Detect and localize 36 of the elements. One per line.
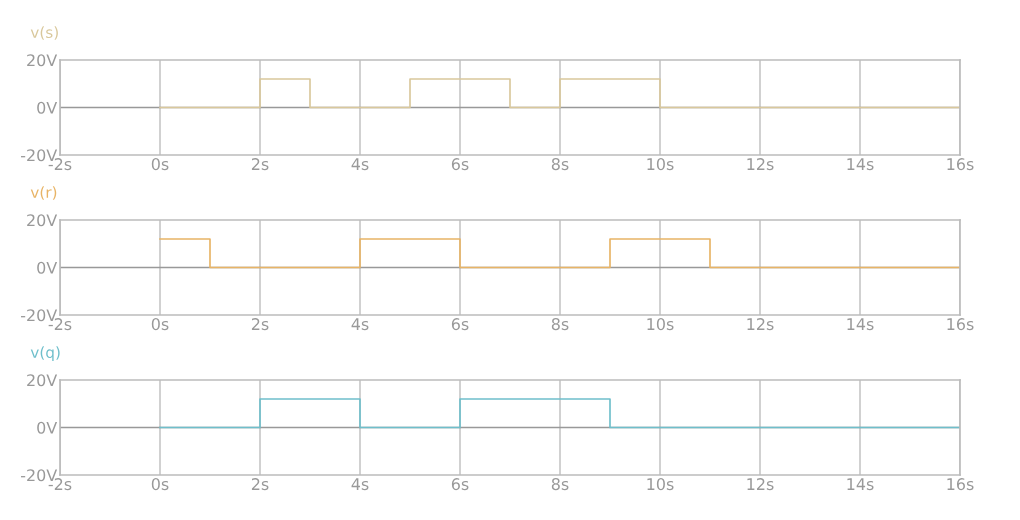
x-tick-label: 6s	[451, 158, 469, 171]
x-tick-label: 0s	[151, 318, 169, 331]
y-tick-label: 20V	[27, 374, 58, 387]
text: v(q)	[30, 346, 60, 361]
y-tick-label: 20V	[27, 214, 58, 227]
x-tick-label: 2s	[251, 158, 269, 171]
x-tick-label: 2s	[251, 478, 269, 491]
text: v(s)	[30, 26, 58, 40]
x-tick-label: 6s	[451, 318, 469, 331]
y-tick-label: 0V	[37, 101, 58, 114]
x-tick-label: 10s	[647, 318, 674, 331]
x-tick-label: 4s	[351, 158, 369, 171]
x-tick-label: 10s	[647, 478, 674, 491]
x-tick-label: 14s	[847, 318, 874, 331]
x-tick-label: 14s	[847, 158, 874, 171]
x-tick-label: 10s	[647, 158, 674, 171]
x-tick-label: 14s	[847, 478, 874, 491]
y-tick-label: 0V	[37, 421, 58, 434]
x-tick-label: 16s	[947, 318, 974, 331]
x-tick-label: 8s	[551, 318, 569, 331]
x-tick-label: 16s	[947, 478, 974, 491]
x-tick-label: 8s	[551, 158, 569, 171]
x-tick-label: 12s	[747, 478, 774, 491]
x-tick-label: 4s	[351, 318, 369, 331]
x-tick-label: 0s	[151, 478, 169, 491]
y-tick-label: 20V	[27, 54, 58, 67]
x-tick-label: 8s	[551, 478, 569, 491]
x-tick-label: 6s	[451, 478, 469, 491]
x-tick-label: 12s	[747, 318, 774, 331]
x-tick-label: 4s	[351, 478, 369, 491]
x-tick-label: 16s	[947, 158, 974, 171]
text: v(r)	[30, 186, 57, 200]
x-tick-label: 2s	[251, 318, 269, 331]
x-tick-label: 12s	[747, 158, 774, 171]
x-tick-label: 0s	[151, 158, 169, 171]
y-tick-label: 0V	[37, 261, 58, 274]
